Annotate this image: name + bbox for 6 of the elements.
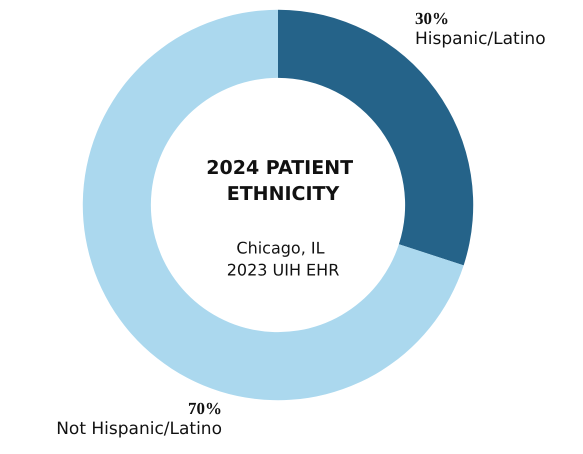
data-label: 30% [415,9,449,28]
text: Chicago, IL 2023 UIH EHR [226,238,340,280]
slice-label: Hispanic/Latino [415,29,546,49]
slice-label: Not Hispanic/Latino [56,419,222,439]
text: 2024 PATIENT ETHNICITY [206,157,360,205]
data-label: 70% [188,399,222,418]
